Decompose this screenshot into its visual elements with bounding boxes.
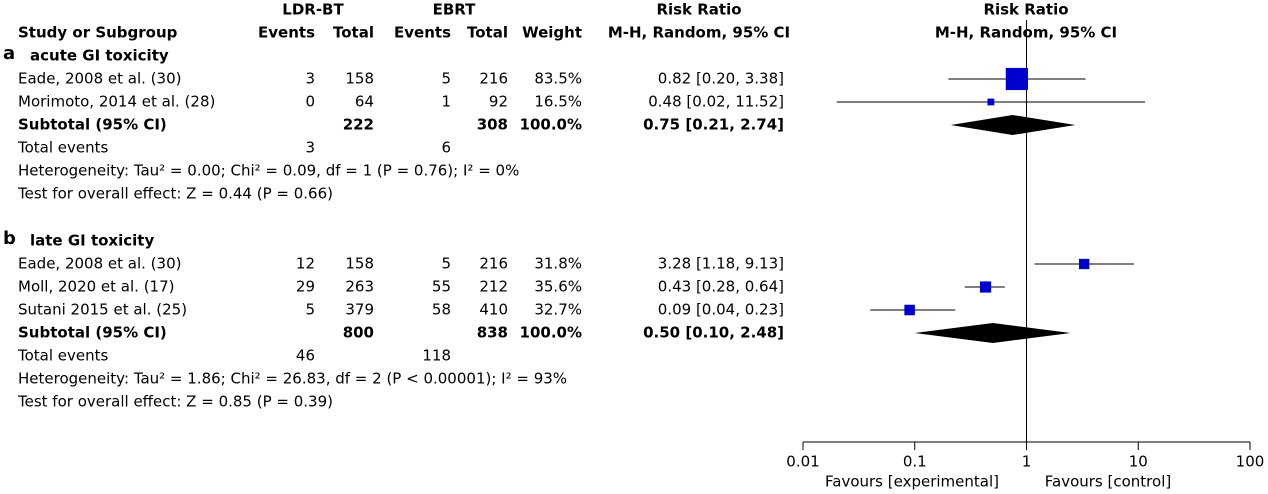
study-name: Morimoto, 2014 et al. (28) (18, 93, 215, 111)
subtotal-name: Subtotal (95% CI) (18, 116, 167, 134)
study-square (904, 304, 915, 316)
total-events: Total events (17, 139, 109, 157)
weight: 35.6% (534, 278, 582, 296)
heterogeneity: Heterogeneity: Tau² = 0.00; Chi² = 0.09,… (18, 162, 519, 180)
total: 800 (343, 324, 374, 342)
weight: 100.0% (520, 324, 582, 342)
study-header: Study or Subgroup (18, 24, 178, 42)
subgroup-letter: b (3, 228, 16, 249)
events: 118 (422, 347, 451, 365)
events: 3 (305, 139, 315, 157)
events: 0 (305, 93, 315, 111)
total: 158 (345, 70, 374, 88)
events: 29 (296, 278, 315, 296)
x-tick-label: 0.01 (786, 453, 819, 471)
group2-header: EBRT (433, 1, 477, 19)
subgroup-name: late GI toxicity (30, 232, 154, 250)
rr-method: M-H, Random, 95% CI (608, 24, 790, 42)
events: 5 (305, 301, 315, 319)
events-header: Events (394, 24, 451, 42)
events: 58 (432, 301, 451, 319)
group1-header: LDR-BT (282, 1, 344, 19)
total: 838 (477, 324, 508, 342)
total: 64 (355, 93, 374, 111)
risk-ratio: 0.43 [0.28, 0.64] (658, 278, 784, 296)
subgroup-letter: a (3, 43, 15, 64)
plot-title: Risk Ratio (983, 1, 1068, 19)
risk-ratio: 0.48 [0.02, 11.52] (648, 93, 784, 111)
study-square (1005, 67, 1028, 91)
events: 46 (296, 347, 315, 365)
total: 216 (479, 255, 508, 273)
total: 158 (345, 255, 374, 273)
total-events: Total events (17, 347, 109, 365)
risk-ratio: 0.82 [0.20, 3.38] (658, 70, 784, 88)
risk-ratio: 0.50 [0.10, 2.48] (643, 324, 784, 342)
overall-effect: Test for overall effect: Z = 0.44 (P = 0… (17, 185, 333, 203)
total: 379 (345, 301, 374, 319)
events: 5 (441, 255, 451, 273)
study-name: Eade, 2008 et al. (30) (18, 70, 181, 88)
subgroup-name: acute GI toxicity (30, 47, 169, 65)
weight: 83.5% (534, 70, 582, 88)
total: 222 (343, 116, 374, 134)
study-square (987, 98, 995, 106)
weight: 31.8% (534, 255, 582, 273)
weight: 16.5% (534, 93, 582, 111)
risk-ratio: 0.75 [0.21, 2.74] (643, 116, 784, 134)
x-tick-label: 0.1 (903, 453, 927, 471)
heterogeneity: Heterogeneity: Tau² = 1.86; Chi² = 26.83… (18, 370, 567, 388)
study-square (1078, 258, 1090, 270)
subtotal-diamond (914, 323, 1071, 343)
events: 1 (441, 93, 451, 111)
risk-ratio: 3.28 [1.18, 9.13] (658, 255, 784, 273)
total: 263 (345, 278, 374, 296)
subtotal-diamond (950, 115, 1076, 135)
events: 5 (441, 70, 451, 88)
x-tick-label: 100 (1236, 453, 1265, 471)
total: 410 (479, 301, 508, 319)
x-tick-label: 1 (1022, 453, 1032, 471)
weight: 100.0% (520, 116, 582, 134)
study-name: Moll, 2020 et al. (17) (18, 278, 175, 296)
favours-left: Favours [experimental] (825, 473, 999, 491)
events: 3 (305, 70, 315, 88)
total: 212 (479, 278, 508, 296)
study-name: Sutani 2015 et al. (25) (18, 301, 187, 319)
x-tick-label: 10 (1129, 453, 1148, 471)
weight-header: Weight (522, 24, 582, 42)
total: 216 (479, 70, 508, 88)
risk-ratio: 0.09 [0.04, 0.23] (658, 301, 784, 319)
study-name: Eade, 2008 et al. (30) (18, 255, 181, 273)
events: 6 (441, 139, 451, 157)
favours-right: Favours [control] (1045, 473, 1171, 491)
rr-title: Risk Ratio (656, 1, 741, 19)
events: 12 (296, 255, 315, 273)
total-header: Total (333, 24, 374, 42)
weight: 32.7% (534, 301, 582, 319)
total: 308 (477, 116, 508, 134)
total-header: Total (467, 24, 508, 42)
events-header: Events (258, 24, 315, 42)
overall-effect: Test for overall effect: Z = 0.85 (P = 0… (17, 393, 333, 411)
subtotal-name: Subtotal (95% CI) (18, 324, 167, 342)
study-square (979, 281, 992, 293)
total: 92 (489, 93, 508, 111)
events: 55 (432, 278, 451, 296)
